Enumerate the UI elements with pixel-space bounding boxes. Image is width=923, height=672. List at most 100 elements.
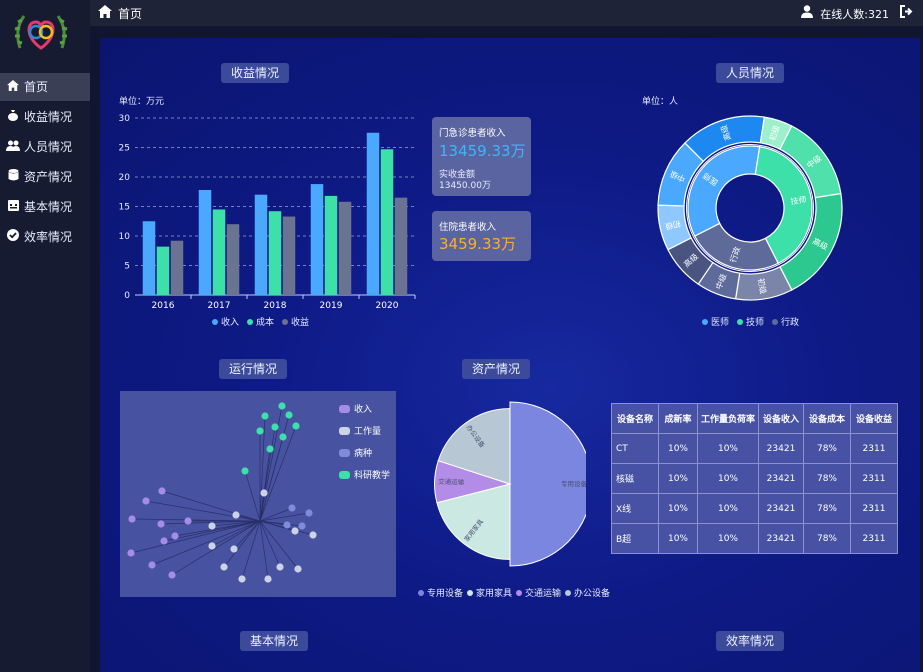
- graph-edge: [259, 520, 303, 527]
- breadcrumb: 首页: [118, 7, 143, 21]
- table-header-cell: 设备成本: [803, 403, 851, 434]
- logout-icon[interactable]: [900, 5, 913, 18]
- graph-edge: [259, 492, 265, 522]
- table-cell: 10%: [658, 433, 698, 464]
- x-tick-label: 2018: [264, 301, 287, 311]
- check-circle-icon: [5, 224, 21, 252]
- graph-edge: [259, 405, 283, 522]
- sidebar-item-label: 基本情况: [24, 200, 73, 214]
- sunburst-inner-label: 行政: [728, 245, 742, 263]
- table-cell: 10%: [658, 523, 698, 554]
- users-icon: [5, 134, 21, 162]
- table-header-row: 设备名称 成新率 工作量负荷率 设备收入 设备成本 设备收益: [611, 403, 898, 434]
- bar-成本-2017: [212, 209, 226, 295]
- sidebar-item-label: 收益情况: [24, 110, 73, 124]
- bar-收入-2020: [366, 132, 380, 295]
- graph-edge: [259, 520, 269, 580]
- y-tick-label: 0: [124, 291, 130, 301]
- legend-item[interactable]: 交通运输: [512, 589, 561, 599]
- graph-edge: [259, 507, 293, 522]
- graph-legend-label[interactable]: 收入: [354, 403, 372, 415]
- graph-edge: [211, 520, 261, 527]
- legend-item[interactable]: 成本: [239, 318, 274, 328]
- table-row[interactable]: CT 10% 10% 23421 78% 2311: [611, 433, 898, 464]
- y-tick-label: 25: [119, 144, 130, 154]
- graph-node-disease: [305, 509, 313, 517]
- table-header-cell: 工作量负荷率: [697, 403, 759, 434]
- y-tick-label: 15: [119, 203, 130, 213]
- graph-node-income: [184, 517, 192, 525]
- graph-node-disease: [288, 504, 296, 512]
- bar-成本-2018: [268, 211, 282, 295]
- sidebar-item-2[interactable]: 人员情况: [0, 133, 90, 161]
- calendar-icon: [5, 194, 21, 222]
- sidebar-item-0[interactable]: 首页: [0, 73, 90, 101]
- dashboard-main: 收益情况 人员情况 运行情况 资产情况 基本情况 效率情况 单位：万元 0 5 10…: [100, 38, 920, 672]
- database-icon: [5, 164, 21, 192]
- inpatient-value: 3459.33万: [439, 235, 517, 253]
- graph-node-disease: [298, 522, 306, 530]
- y-tick-label: 10: [119, 232, 131, 242]
- table-row[interactable]: 核磁 10% 10% 23421 78% 2311: [611, 463, 898, 494]
- table-header-cell: 设备名称: [611, 403, 659, 434]
- operation-panel-title: 运行情况: [219, 359, 288, 379]
- graph-edge: [259, 512, 310, 522]
- legend-item[interactable]: 专用设备: [410, 589, 463, 599]
- sidebar-item-3[interactable]: 资产情况: [0, 163, 90, 191]
- legend-item[interactable]: 医师: [694, 318, 729, 328]
- table-cell: 78%: [803, 493, 851, 524]
- outpatient-value: 13459.33万: [439, 142, 526, 160]
- revenue-bar-chart: 0 5 10 15 20 25 30 2016 2017 2018 2019 2020: [119, 114, 416, 311]
- staff-unit: 单位：人: [642, 97, 679, 107]
- legend-item[interactable]: 行政: [764, 318, 799, 328]
- table-row[interactable]: B超 10% 10% 23421 78% 2311: [611, 523, 898, 554]
- graph-node-disease: [283, 521, 291, 529]
- graph-node-workload: [309, 531, 317, 539]
- table-cell: CT: [611, 433, 659, 464]
- outpatient-card: 门急诊患者收入 13459.33万 实收金额 13450.00万: [432, 117, 531, 196]
- graph-node-workload: [220, 563, 228, 571]
- sunburst-outer-8: [667, 237, 714, 285]
- graph-edge: [160, 520, 261, 525]
- table-cell: 10%: [697, 523, 759, 554]
- table-cell: 23421: [758, 433, 804, 464]
- graph-node-research: [241, 467, 249, 475]
- graph-edge: [161, 490, 261, 522]
- table-cell: 10%: [697, 493, 759, 524]
- money-bag-icon: [5, 104, 21, 132]
- pie-slice-label: 交通运输: [438, 477, 465, 487]
- home-icon[interactable]: [98, 5, 112, 18]
- legend-item[interactable]: 办公设备: [561, 589, 610, 599]
- graph-legend-swatch: [339, 471, 350, 479]
- sidebar-item-5[interactable]: 效率情况: [0, 223, 90, 251]
- legend-item[interactable]: 家用家具: [463, 589, 512, 599]
- top-bar: 首页 在线人数:321: [90, 0, 923, 26]
- graph-edge: [171, 520, 261, 576]
- sunburst-outer-label: 初级: [756, 277, 768, 294]
- graph-legend-label[interactable]: 病种: [354, 447, 372, 459]
- graph-legend-label[interactable]: 工作量: [354, 425, 381, 437]
- online-count: 在线人数:321: [820, 8, 889, 21]
- assets-panel-title: 资产情况: [462, 359, 531, 379]
- legend-item[interactable]: 收益: [274, 318, 309, 328]
- table-cell: 78%: [803, 433, 851, 464]
- bar-收入-2018: [254, 194, 268, 295]
- table-cell: 2311: [850, 463, 898, 494]
- graph-edge: [233, 520, 261, 550]
- inpatient-card: 住院患者收入 3459.33万: [432, 211, 531, 261]
- legend-item[interactable]: 收入: [204, 318, 239, 328]
- graph-legend-label[interactable]: 科研教学: [354, 469, 390, 481]
- sidebar-item-label: 人员情况: [24, 140, 73, 154]
- sunburst-inner-label: 技师: [790, 194, 807, 206]
- legend-item[interactable]: 技师: [729, 318, 764, 328]
- efficiency-panel-title: 效率情况: [716, 631, 785, 651]
- sidebar-item-1[interactable]: 收益情况: [0, 103, 90, 131]
- graph-node-workload: [230, 545, 238, 553]
- graph-edge: [130, 520, 261, 554]
- table-row[interactable]: X线 10% 10% 23421 78% 2311: [611, 493, 898, 524]
- sidebar-item-4[interactable]: 基本情况: [0, 193, 90, 221]
- graph-edge: [151, 520, 261, 566]
- table-cell: 2311: [850, 493, 898, 524]
